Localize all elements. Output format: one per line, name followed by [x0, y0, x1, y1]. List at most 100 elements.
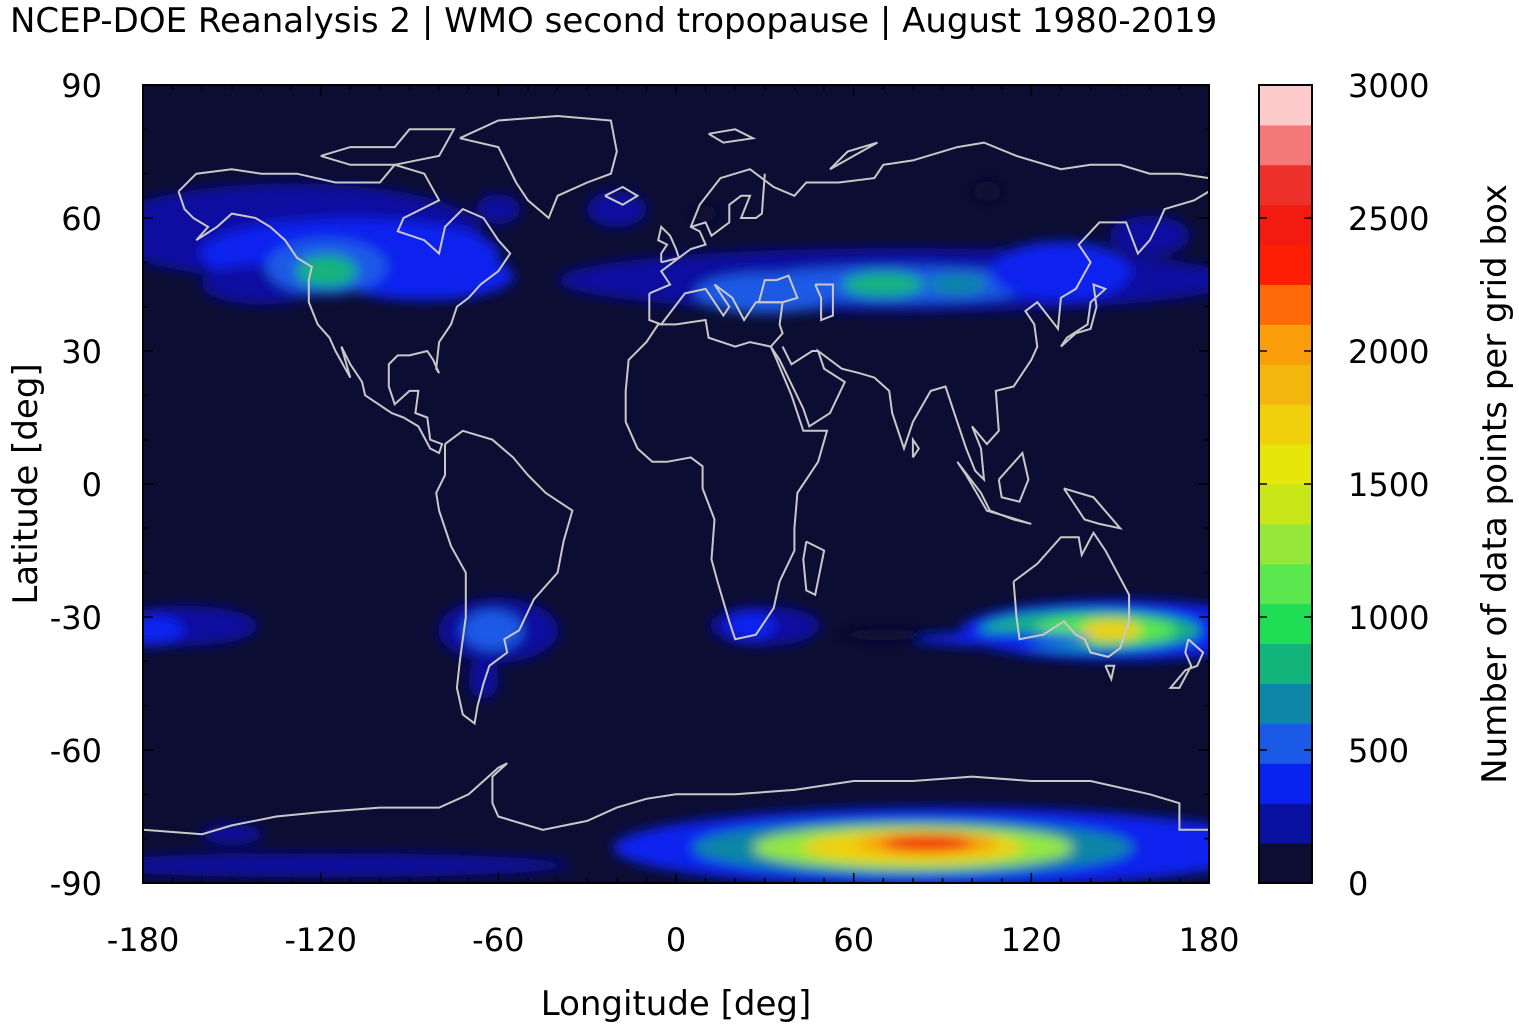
colorbar-swatch [1259, 444, 1312, 485]
new-guinea-coast [1063, 487, 1123, 530]
x-tick-label: -180 [107, 921, 180, 959]
south-africa-band [709, 605, 929, 646]
new-zealand-coast [1168, 638, 1205, 689]
colorbar-swatch [1259, 723, 1312, 764]
eurasia-band-level [693, 205, 718, 222]
colorbar-tick-label: 500 [1348, 732, 1409, 770]
uk-coast [657, 224, 681, 264]
arctic-islands-coast [320, 128, 456, 166]
x-tick-labels: -180 -120 -60 0 60 120 180 [107, 921, 1240, 959]
antarctica-band-level [201, 824, 262, 845]
colorbar-swatch [1259, 164, 1312, 206]
japan-coast [1060, 282, 1108, 348]
y-tick-label: 60 [61, 200, 102, 238]
colorbar-swatch [1259, 484, 1312, 525]
y-tick-label: 90 [61, 67, 102, 105]
heatmap-layer [143, 181, 1209, 883]
arabian-gulf-coast [781, 346, 819, 366]
iceland-coast [604, 185, 640, 206]
x-tick-label: 180 [1178, 921, 1239, 959]
madagascar-coast [802, 540, 826, 597]
colorbar-swatch [1259, 683, 1312, 724]
colorbar-swatch [1259, 204, 1312, 246]
antarctica-coast [143, 762, 1209, 836]
coastlines [143, 114, 1209, 836]
caspian-coast [814, 283, 834, 322]
axis-ticks [142, 84, 1210, 884]
sri-lanka-coast [911, 436, 921, 458]
australia-coast [1012, 530, 1131, 658]
eurasia-band-level [990, 241, 1131, 302]
colorbar-swatch [1259, 404, 1312, 445]
north-america-band [143, 183, 647, 305]
antarctica-band-level [143, 853, 571, 878]
colorbar-swatch [1259, 124, 1312, 166]
colorbar-swatch [1259, 563, 1312, 605]
x-axis-label: Longitude [deg] [541, 984, 812, 1024]
svalbard-coast [708, 128, 757, 144]
south-america-band-level [468, 659, 499, 700]
north-america-band-level [296, 255, 357, 288]
colorbar-swatch [1259, 523, 1312, 565]
australia-band-level [1081, 620, 1142, 641]
eurasia-band [558, 181, 1209, 314]
chart-title: NCEP-DOE Reanalysis 2 | WMO second tropo… [10, 1, 1217, 41]
south-pacific-band [143, 605, 258, 647]
colorbar-tick-label: 2000 [1348, 333, 1429, 371]
antarctica-band-level [882, 835, 973, 852]
colorbar-swatch [1259, 763, 1312, 804]
colorbar-swatch [1259, 324, 1312, 365]
colorbar-swatch [1259, 643, 1312, 684]
eurasia-band-level [1109, 215, 1190, 256]
x-tick-label: 0 [666, 921, 686, 959]
colorbar-tick-label: 0 [1348, 865, 1368, 903]
indonesia-coast [956, 461, 1032, 525]
south-america-band [438, 598, 559, 700]
colorbar-swatch [1259, 803, 1312, 844]
south-pacific-band-level [143, 614, 184, 647]
south-pacific-band-level [143, 605, 258, 646]
greenland-coast [459, 114, 618, 220]
y-tick-label: -90 [50, 865, 102, 903]
y-tick-labels: 90 60 30 0 -30 -60 -90 [50, 67, 102, 903]
scandinavia-coast [690, 173, 766, 238]
y-tick-label: 30 [61, 333, 102, 371]
antarctica-band [143, 807, 1209, 883]
north-america-coast [177, 163, 512, 455]
colorbar-tick-label: 2500 [1348, 200, 1429, 238]
black-sea-coast [757, 274, 799, 304]
colorbar-swatch [1259, 284, 1312, 325]
north-america-band-level [152, 208, 193, 237]
south-africa-band-level [725, 611, 776, 640]
y-axis-label: Latitude [deg] [6, 363, 46, 604]
eurasia-band-level [843, 272, 924, 297]
australia-band-level [911, 632, 1092, 647]
eurasia-band-level [972, 181, 1001, 202]
colorbar-swatch [1259, 364, 1312, 405]
y-tick-label: -60 [50, 732, 102, 770]
south-america-band-level [462, 610, 523, 651]
x-tick-label: 120 [1001, 921, 1062, 959]
x-tick-label: 60 [833, 921, 874, 959]
novaya-zemlya-coast [829, 141, 878, 171]
borneo-coast [997, 450, 1030, 503]
south-america-coast [435, 429, 574, 726]
colorbar-swatch [1259, 244, 1312, 285]
eurasia-coast [648, 141, 1209, 483]
plot-area [142, 84, 1210, 884]
eurasia-band-level [927, 274, 988, 295]
y-tick-label: -30 [50, 599, 102, 637]
australia-band [911, 600, 1209, 661]
x-tick-label: -120 [284, 921, 357, 959]
colorbar: 3000 2500 2000 1500 1000 500 0 Number of… [1258, 67, 1515, 903]
colorbar-tick-label: 1000 [1348, 599, 1429, 637]
africa-coast [624, 318, 829, 641]
x-tick-label: -60 [472, 921, 524, 959]
tasmania-coast [1104, 664, 1116, 683]
north-america-band-level [476, 194, 521, 225]
colorbar-swatch [1259, 843, 1312, 884]
colorbar-swatch [1259, 85, 1312, 126]
y-tick-label: 0 [82, 466, 102, 504]
colorbar-tick-label: 1500 [1348, 466, 1429, 504]
